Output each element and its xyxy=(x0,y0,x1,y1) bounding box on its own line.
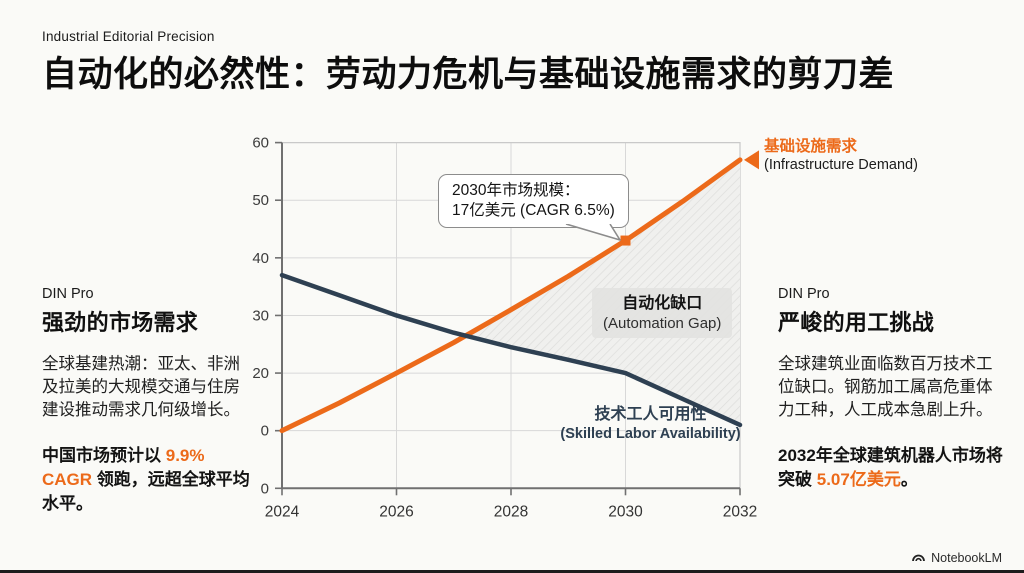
footer-brand-label: NotebookLM xyxy=(931,550,1002,565)
labor-label-en: (Skilled Labor Availability) xyxy=(560,426,741,442)
y-tick-label: 40 xyxy=(252,250,269,267)
demand-arrow-icon xyxy=(744,150,759,170)
highlight-prefix: 中国市场预计以 xyxy=(42,446,166,465)
right-panel-heading: 严峻的用工挑战 xyxy=(778,310,935,335)
left-panel: DIN Pro 强劲的市场需求 全球基建热潮：亚太、非洲及拉美的大规模交通与住房… xyxy=(42,286,254,533)
y-tick-label: 60 xyxy=(252,135,269,152)
gap-label-en: (Automation Gap) xyxy=(603,315,722,332)
left-panel-heading: 强劲的市场需求 xyxy=(42,310,199,335)
y-tick-label: 30 xyxy=(252,307,269,324)
right-panel-highlight: 2032年全球建筑机器人市场将突破 5.07亿美元。 xyxy=(778,444,1006,492)
highlight-value: 9.9% CAGR xyxy=(42,446,205,489)
gap-label-zh: 自动化缺口 xyxy=(622,295,703,312)
left-panel-body: 全球基建热潮：亚太、非洲及拉美的大规模交通与住房建设推动需求几何级增长。 xyxy=(42,355,240,419)
legend-demand-zh: 基础设施需求 xyxy=(764,138,858,155)
highlight-value: 5.07亿美元 xyxy=(816,470,901,489)
labor-label: 技术工人可用性 (Skilled Labor Availability) xyxy=(528,404,773,444)
highlight-prefix: 2032年全球建筑机器人市场将突破 xyxy=(778,446,1003,489)
right-panel-kicker: DIN Pro xyxy=(778,286,830,302)
y-tick-label: 0 xyxy=(261,423,269,440)
labor-label-zh: 技术工人可用性 xyxy=(594,406,707,423)
annotation-callout: 2030年市场规模： 17亿美元 (CAGR 6.5%) xyxy=(438,174,629,228)
page-title: 自动化的必然性：劳动力危机与基础设施需求的剪刀差 xyxy=(42,55,895,94)
data-point-marker-2030 xyxy=(620,235,631,246)
left-panel-highlight: 中国市场预计以 9.9% CAGR 领跑，远超全球平均水平。 xyxy=(42,444,254,516)
x-tick-label: 2032 xyxy=(723,503,757,520)
gap-label: 自动化缺口 (Automation Gap) xyxy=(592,288,733,338)
infrastructure-demand-line xyxy=(279,157,743,434)
footer-brand: NotebookLM xyxy=(911,550,1002,565)
notebooklm-logo-icon xyxy=(912,554,926,562)
annotation-line2: 17亿美元 (CAGR 6.5%) xyxy=(452,202,615,219)
x-tick-label: 2024 xyxy=(265,503,300,520)
highlight-suffix: 领跑，远超全球平均水平。 xyxy=(42,470,250,513)
left-panel-kicker: DIN Pro xyxy=(42,286,94,302)
y-tick-label: 50 xyxy=(252,192,269,209)
right-panel-body: 全球建筑业面临数百万技术工位缺口。钢筋加工属高危重体力工种，人工成本急剧上升。 xyxy=(778,355,993,419)
legend-demand-en: (Infrastructure Demand) xyxy=(764,157,918,173)
y-tick-label: 0 xyxy=(261,480,269,497)
callout-tail-icon xyxy=(565,224,621,241)
legend-demand: 基础设施需求 (Infrastructure Demand) xyxy=(764,138,918,174)
x-tick-label: 2026 xyxy=(379,503,413,520)
x-tick-label: 2030 xyxy=(608,503,643,520)
y-tick-label: 20 xyxy=(252,365,269,382)
highlight-suffix: 。 xyxy=(900,470,918,489)
right-panel: DIN Pro 严峻的用工挑战 全球建筑业面临数百万技术工位缺口。钢筋加工属高危… xyxy=(778,286,1006,509)
skilled-labor-line xyxy=(279,272,743,428)
eyebrow: Industrial Editorial Precision xyxy=(42,29,215,44)
annotation-line1: 2030年市场规模： xyxy=(452,182,580,199)
x-tick-label: 2028 xyxy=(494,503,528,520)
bottom-bar xyxy=(0,570,1024,573)
